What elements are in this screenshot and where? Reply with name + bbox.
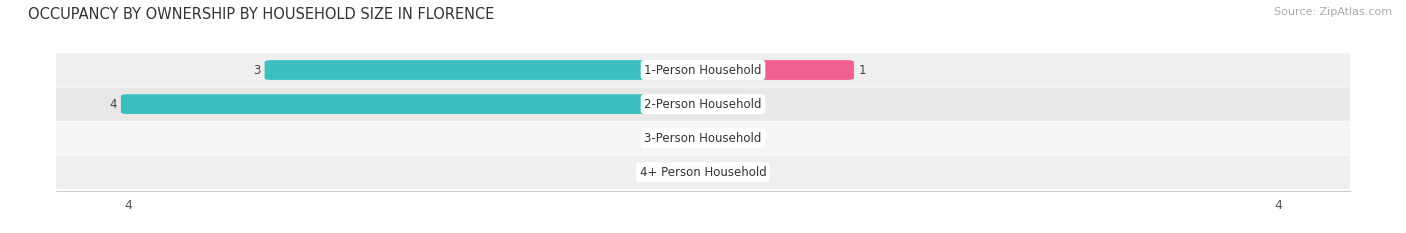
Text: 0: 0 xyxy=(758,132,765,145)
FancyBboxPatch shape xyxy=(45,53,1361,87)
FancyBboxPatch shape xyxy=(699,95,751,113)
FancyBboxPatch shape xyxy=(45,121,1361,155)
FancyBboxPatch shape xyxy=(45,156,1361,189)
FancyBboxPatch shape xyxy=(655,129,707,147)
FancyBboxPatch shape xyxy=(121,94,710,114)
Text: 4: 4 xyxy=(110,98,117,111)
Text: 3: 3 xyxy=(253,64,260,76)
Text: 3-Person Household: 3-Person Household xyxy=(644,132,762,145)
Text: 0: 0 xyxy=(758,166,765,179)
Text: OCCUPANCY BY OWNERSHIP BY HOUSEHOLD SIZE IN FLORENCE: OCCUPANCY BY OWNERSHIP BY HOUSEHOLD SIZE… xyxy=(28,7,495,22)
FancyBboxPatch shape xyxy=(699,163,751,182)
Text: 0: 0 xyxy=(758,98,765,111)
Text: 0: 0 xyxy=(641,166,648,179)
Text: 1-Person Household: 1-Person Household xyxy=(644,64,762,76)
FancyBboxPatch shape xyxy=(699,129,751,147)
Text: 1: 1 xyxy=(858,64,866,76)
Text: 0: 0 xyxy=(641,132,648,145)
Text: 2-Person Household: 2-Person Household xyxy=(644,98,762,111)
Text: Source: ZipAtlas.com: Source: ZipAtlas.com xyxy=(1274,7,1392,17)
FancyBboxPatch shape xyxy=(696,60,853,80)
FancyBboxPatch shape xyxy=(655,163,707,182)
Text: 4+ Person Household: 4+ Person Household xyxy=(640,166,766,179)
FancyBboxPatch shape xyxy=(264,60,710,80)
FancyBboxPatch shape xyxy=(45,87,1361,121)
